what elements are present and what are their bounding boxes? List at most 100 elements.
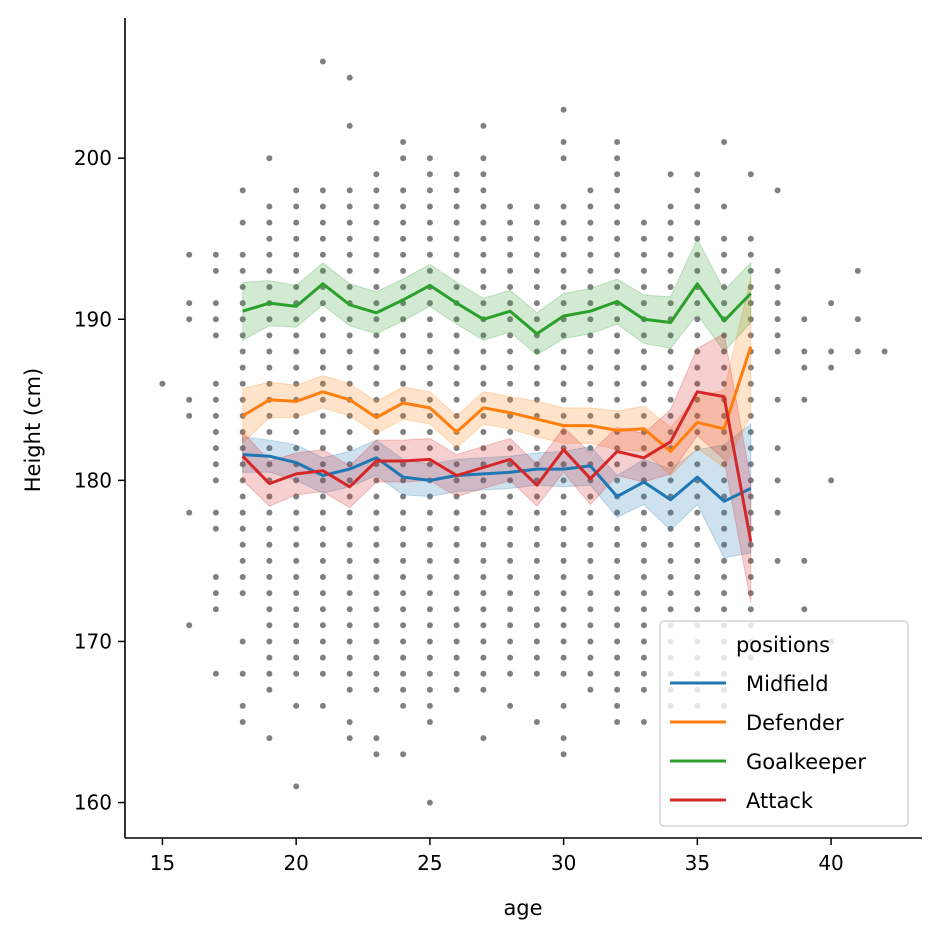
scatter-point [507, 493, 514, 500]
scatter-point [614, 251, 621, 258]
scatter-point [346, 622, 353, 629]
scatter-point [159, 380, 166, 387]
scatter-point [239, 477, 246, 484]
scatter-point [640, 622, 647, 629]
scatter-point [266, 235, 273, 242]
scatter-point [667, 461, 674, 468]
scatter-point [640, 412, 647, 419]
scatter-point [212, 316, 219, 323]
scatter-point [266, 332, 273, 339]
scatter-point [667, 364, 674, 371]
scatter-point [400, 251, 407, 258]
scatter-point [239, 348, 246, 355]
scatter-point [694, 316, 701, 323]
scatter-point [426, 380, 433, 387]
scatter-point [373, 606, 380, 613]
scatter-point [319, 396, 326, 403]
scatter-point [239, 219, 246, 226]
scatter-point [587, 187, 594, 194]
scatter-point [747, 284, 754, 290]
scatter-point [694, 300, 701, 307]
scatter-point [400, 702, 407, 709]
scatter-point [587, 445, 594, 452]
scatter-point [319, 541, 326, 548]
scatter-point [614, 155, 621, 162]
scatter-point [239, 251, 246, 258]
scatter-point [774, 187, 781, 194]
scatter-point [453, 590, 460, 597]
scatter-point [640, 525, 647, 532]
scatter-point [667, 606, 674, 613]
scatter-point [694, 396, 701, 403]
scatter-point [694, 525, 701, 532]
scatter-point [266, 525, 273, 532]
scatter-point [266, 429, 273, 435]
scatter-point [533, 235, 540, 242]
scatter-point [560, 622, 567, 629]
ci-band-defender [242, 277, 752, 477]
scatter-point [400, 751, 407, 758]
scatter-point [400, 380, 407, 387]
scatter-point [587, 251, 594, 258]
scatter-point [694, 429, 701, 435]
scatter-point [373, 622, 380, 629]
scatter-point [587, 429, 594, 435]
scatter-point [614, 364, 621, 371]
scatter-point [212, 461, 219, 468]
scatter-point [614, 332, 621, 339]
scatter-point [747, 412, 754, 419]
scatter-point [480, 300, 487, 307]
scatter-point [186, 509, 193, 516]
scatter-point [293, 557, 300, 564]
scatter-point [453, 638, 460, 645]
scatter-point [239, 541, 246, 548]
scatter-point [426, 638, 433, 645]
scatter-point [533, 380, 540, 387]
scatter-point [533, 638, 540, 645]
scatter-point [747, 171, 754, 178]
scatter-point [400, 509, 407, 516]
scatter-point [560, 509, 567, 516]
scatter-point [373, 396, 380, 403]
scatter-point [239, 493, 246, 500]
scatter-point [614, 654, 621, 661]
scatter-point [774, 557, 781, 564]
scatter-point [400, 606, 407, 613]
ci-band-midfield [242, 422, 752, 559]
scatter-point [373, 557, 380, 564]
scatter-point [721, 574, 728, 580]
scatter-point [293, 187, 300, 194]
scatter-point [533, 251, 540, 258]
scatter-point [640, 445, 647, 452]
scatter-point [587, 332, 594, 339]
scatter-point [560, 638, 567, 645]
scatter-point [480, 364, 487, 371]
scatter-point [293, 783, 300, 790]
scatter-point [614, 235, 621, 242]
scatter-point [507, 219, 514, 226]
scatter-point [426, 590, 433, 597]
scatter-point [480, 396, 487, 403]
scatter-point [614, 445, 621, 452]
scatter-point [507, 300, 514, 307]
scatter-point [560, 203, 567, 210]
scatter-point [747, 445, 754, 452]
scatter-point [560, 284, 567, 290]
scatter-point [614, 316, 621, 323]
scatter-point [480, 445, 487, 452]
scatter-point [694, 187, 701, 194]
scatter-point [533, 300, 540, 307]
scatter-point [507, 525, 514, 532]
y-axis-title: Height (cm) [21, 368, 45, 492]
scatter-point [480, 187, 487, 194]
scatter-point [480, 380, 487, 387]
scatter-point [533, 267, 540, 274]
scatter-point [560, 735, 567, 742]
scatter-point [400, 670, 407, 677]
scatter-point [507, 251, 514, 258]
scatter-point [694, 380, 701, 387]
scatter-point [239, 187, 246, 194]
scatter-point [480, 735, 487, 742]
scatter-point [614, 396, 621, 403]
scatter-point [239, 364, 246, 371]
